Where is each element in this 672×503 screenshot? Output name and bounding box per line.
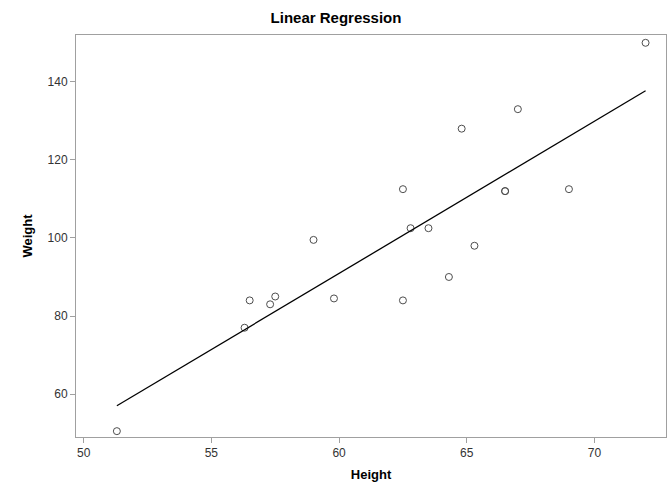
svg-text:60: 60 <box>54 387 68 401</box>
svg-text:65: 65 <box>460 446 474 460</box>
svg-text:Linear Regression: Linear Regression <box>271 9 402 26</box>
svg-text:70: 70 <box>588 446 602 460</box>
svg-text:50: 50 <box>77 446 91 460</box>
svg-text:140: 140 <box>48 75 68 89</box>
svg-text:120: 120 <box>48 153 68 167</box>
svg-text:Weight: Weight <box>20 214 35 258</box>
svg-text:60: 60 <box>332 446 346 460</box>
svg-text:100: 100 <box>48 231 68 245</box>
svg-text:Height: Height <box>351 467 392 482</box>
svg-text:80: 80 <box>54 309 68 323</box>
svg-text:55: 55 <box>205 446 219 460</box>
